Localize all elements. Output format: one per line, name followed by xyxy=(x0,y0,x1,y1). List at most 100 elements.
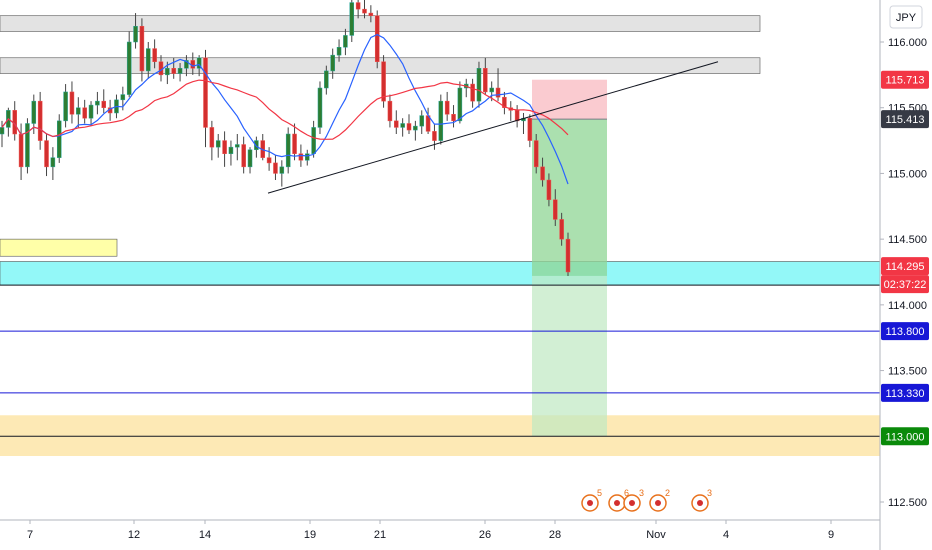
candle-70 xyxy=(444,100,450,115)
price-label-box-3 xyxy=(881,322,929,341)
candle-65 xyxy=(413,125,418,131)
candle-79 xyxy=(502,96,507,108)
profit-area-remaining[interactable] xyxy=(532,275,607,437)
event-marker-3[interactable]: 2 xyxy=(649,488,670,512)
candle-19 xyxy=(120,94,126,101)
candle-12 xyxy=(76,107,81,115)
candle-81 xyxy=(514,110,520,122)
event-marker-1[interactable]: 6 xyxy=(608,488,629,512)
event-marker-4[interactable]: 3 xyxy=(691,488,712,512)
event-icon-dot xyxy=(629,500,635,506)
event-marker-0[interactable]: 5 xyxy=(581,488,602,512)
trendline[interactable] xyxy=(267,61,719,194)
event-icon-dot xyxy=(614,500,620,506)
time-tick-label-5: 26 xyxy=(479,529,491,541)
price-axis[interactable]: 116.000115.500115.000114.500114.000113.5… xyxy=(880,37,927,509)
symbol-badge[interactable]: JPY xyxy=(889,5,923,29)
event-count: 3 xyxy=(639,488,644,498)
candle-34 xyxy=(215,140,221,148)
event-count: 2 xyxy=(665,488,670,498)
candle-21 xyxy=(133,25,138,43)
price-label-4: 113.330 xyxy=(886,388,925,400)
candle-68 xyxy=(432,131,437,141)
time-tick-label-0: 7 xyxy=(27,529,33,541)
candle-31 xyxy=(196,57,202,69)
moving-average-0 xyxy=(1,33,569,185)
candle-61 xyxy=(387,100,393,122)
candle-49 xyxy=(311,127,316,154)
price-label-box-1 xyxy=(881,110,929,129)
candle-83 xyxy=(527,117,533,141)
price-label-box-4 xyxy=(881,383,929,402)
candle-54 xyxy=(343,35,348,48)
candle-43 xyxy=(273,162,278,174)
candle-36 xyxy=(228,146,234,154)
short-position-tool[interactable] xyxy=(532,79,607,437)
event-icon-dot xyxy=(697,500,703,506)
candle-59 xyxy=(374,15,380,62)
moving-averages-layer xyxy=(1,33,569,185)
highlight-zone-2[interactable] xyxy=(0,238,118,257)
candle-47 xyxy=(298,153,304,161)
event-icon-dot xyxy=(587,500,593,506)
resistance-zone-0[interactable] xyxy=(0,15,761,32)
price-label-2: 114.295 xyxy=(886,261,925,273)
countdown-label: 02:37:22 xyxy=(884,279,927,291)
candles-layer xyxy=(0,0,571,276)
price-tick-label-6: 112.500 xyxy=(888,497,927,509)
candle-62 xyxy=(394,120,399,128)
candle-42 xyxy=(266,157,272,164)
candle-48 xyxy=(305,153,310,161)
resistance-zone-1[interactable] xyxy=(0,57,761,74)
candle-71 xyxy=(451,114,456,122)
candle-13 xyxy=(82,107,87,119)
symbol-label: JPY xyxy=(896,12,917,24)
candle-46 xyxy=(292,133,297,154)
candle-22 xyxy=(139,25,145,72)
event-marker-2[interactable]: 3 xyxy=(623,488,644,512)
candle-44 xyxy=(279,166,285,174)
candle-87 xyxy=(553,199,558,220)
candle-23 xyxy=(146,48,151,72)
candle-4 xyxy=(25,123,30,168)
candle-69 xyxy=(438,100,444,141)
candle-9 xyxy=(56,120,62,158)
price-tick-label-4: 114.000 xyxy=(888,300,927,312)
candle-76 xyxy=(483,68,488,93)
candle-57 xyxy=(362,8,367,14)
price-label-box-2 xyxy=(881,257,929,276)
event-count: 6 xyxy=(624,488,629,498)
target-zone-4[interactable] xyxy=(0,415,880,456)
candle-16 xyxy=(101,100,107,108)
candle-77 xyxy=(489,87,494,93)
candle-10 xyxy=(63,91,68,122)
candle-40 xyxy=(254,140,259,151)
moving-average-1 xyxy=(1,79,569,140)
time-tick-label-6: 28 xyxy=(549,529,561,541)
candle-89 xyxy=(565,238,571,273)
candle-66 xyxy=(419,115,424,127)
candle-11 xyxy=(69,91,75,115)
candle-85 xyxy=(540,166,545,181)
candle-39 xyxy=(247,149,253,168)
candle-32 xyxy=(203,57,208,128)
candle-50 xyxy=(317,87,323,128)
candle-7 xyxy=(44,140,49,168)
candle-75 xyxy=(476,68,482,102)
event-icon-dot xyxy=(655,500,661,506)
zones-layer xyxy=(0,15,881,456)
price-label-box-5 xyxy=(881,427,929,446)
candle-24 xyxy=(152,48,157,62)
support-zone-3[interactable] xyxy=(0,261,881,286)
candle-63 xyxy=(400,123,405,128)
time-axis[interactable]: 7 12 14 19 21 26 28 Nov 4 9 xyxy=(27,520,834,541)
price-label-5: 113.000 xyxy=(886,431,925,443)
candle-25 xyxy=(158,61,164,76)
candle-0 xyxy=(0,127,5,135)
price-tick-label-0: 116.000 xyxy=(888,37,927,49)
countdown-box xyxy=(881,275,929,294)
candle-84 xyxy=(533,140,539,168)
candle-33 xyxy=(209,127,215,148)
